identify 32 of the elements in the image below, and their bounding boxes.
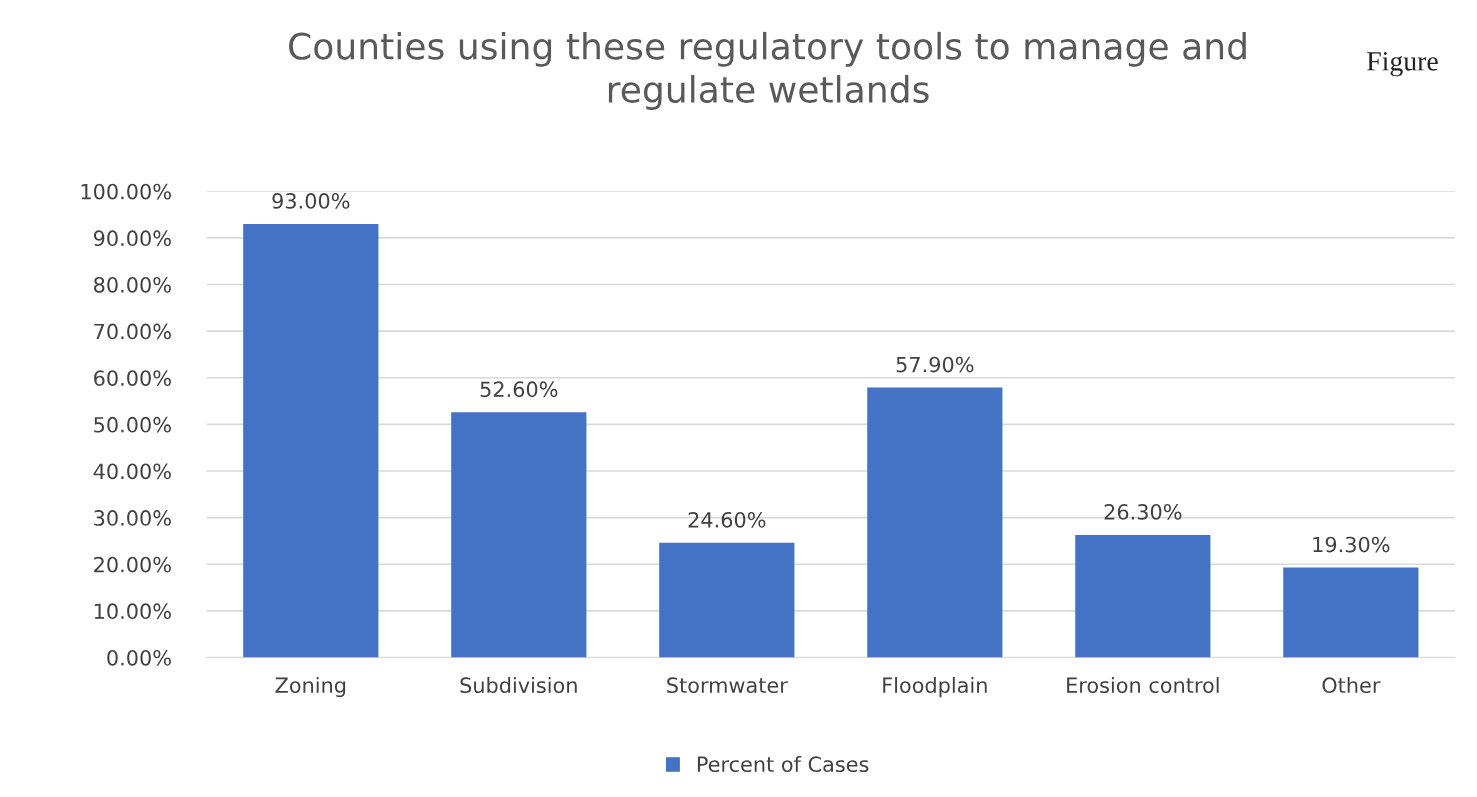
text: 19.30% [1313,536,1390,553]
text: 93.00% [272,193,350,209]
x-tick-label: Subdivision [460,676,577,694]
text: 52.60% [480,381,558,398]
y-tick-label: 60.00% [94,370,171,386]
legend-label: Percent of Cases [697,755,869,773]
y-tick-label: 30.00% [94,510,171,526]
y-tick-label: 50.00% [94,416,171,433]
text: 24.60% [688,511,766,528]
x-tick-label: Stormwater [667,677,788,694]
x-tick-label: Floodplain [883,676,987,698]
y-tick-label: 90.00% [93,230,171,247]
y-tick-label: 40.00% [93,463,171,480]
bar [867,387,1003,658]
chart-title: Counties using these regulatory tools to manage and regulate wetlands [289,31,1246,111]
y-tick-label: 70.00% [94,323,171,340]
bar [1283,567,1419,658]
text: 57.90% [896,356,974,373]
y-tick-label: 100.00% [81,183,171,200]
y-tick-label: 10.00% [94,603,171,620]
y-tick-label: 0.00% [107,649,171,666]
x-tick-label: Zoning [275,676,346,698]
text: 26.30% [1104,504,1182,520]
bar [659,542,795,658]
bar [243,223,379,658]
text: Figure [1367,51,1438,77]
bar [451,412,587,658]
bar [1075,534,1211,658]
x-tick-label: Erosion control [1067,676,1219,694]
x-tick-label: Other [1322,676,1381,694]
y-tick-label: 80.00% [94,276,171,293]
y-tick-label: 20.00% [94,556,171,573]
